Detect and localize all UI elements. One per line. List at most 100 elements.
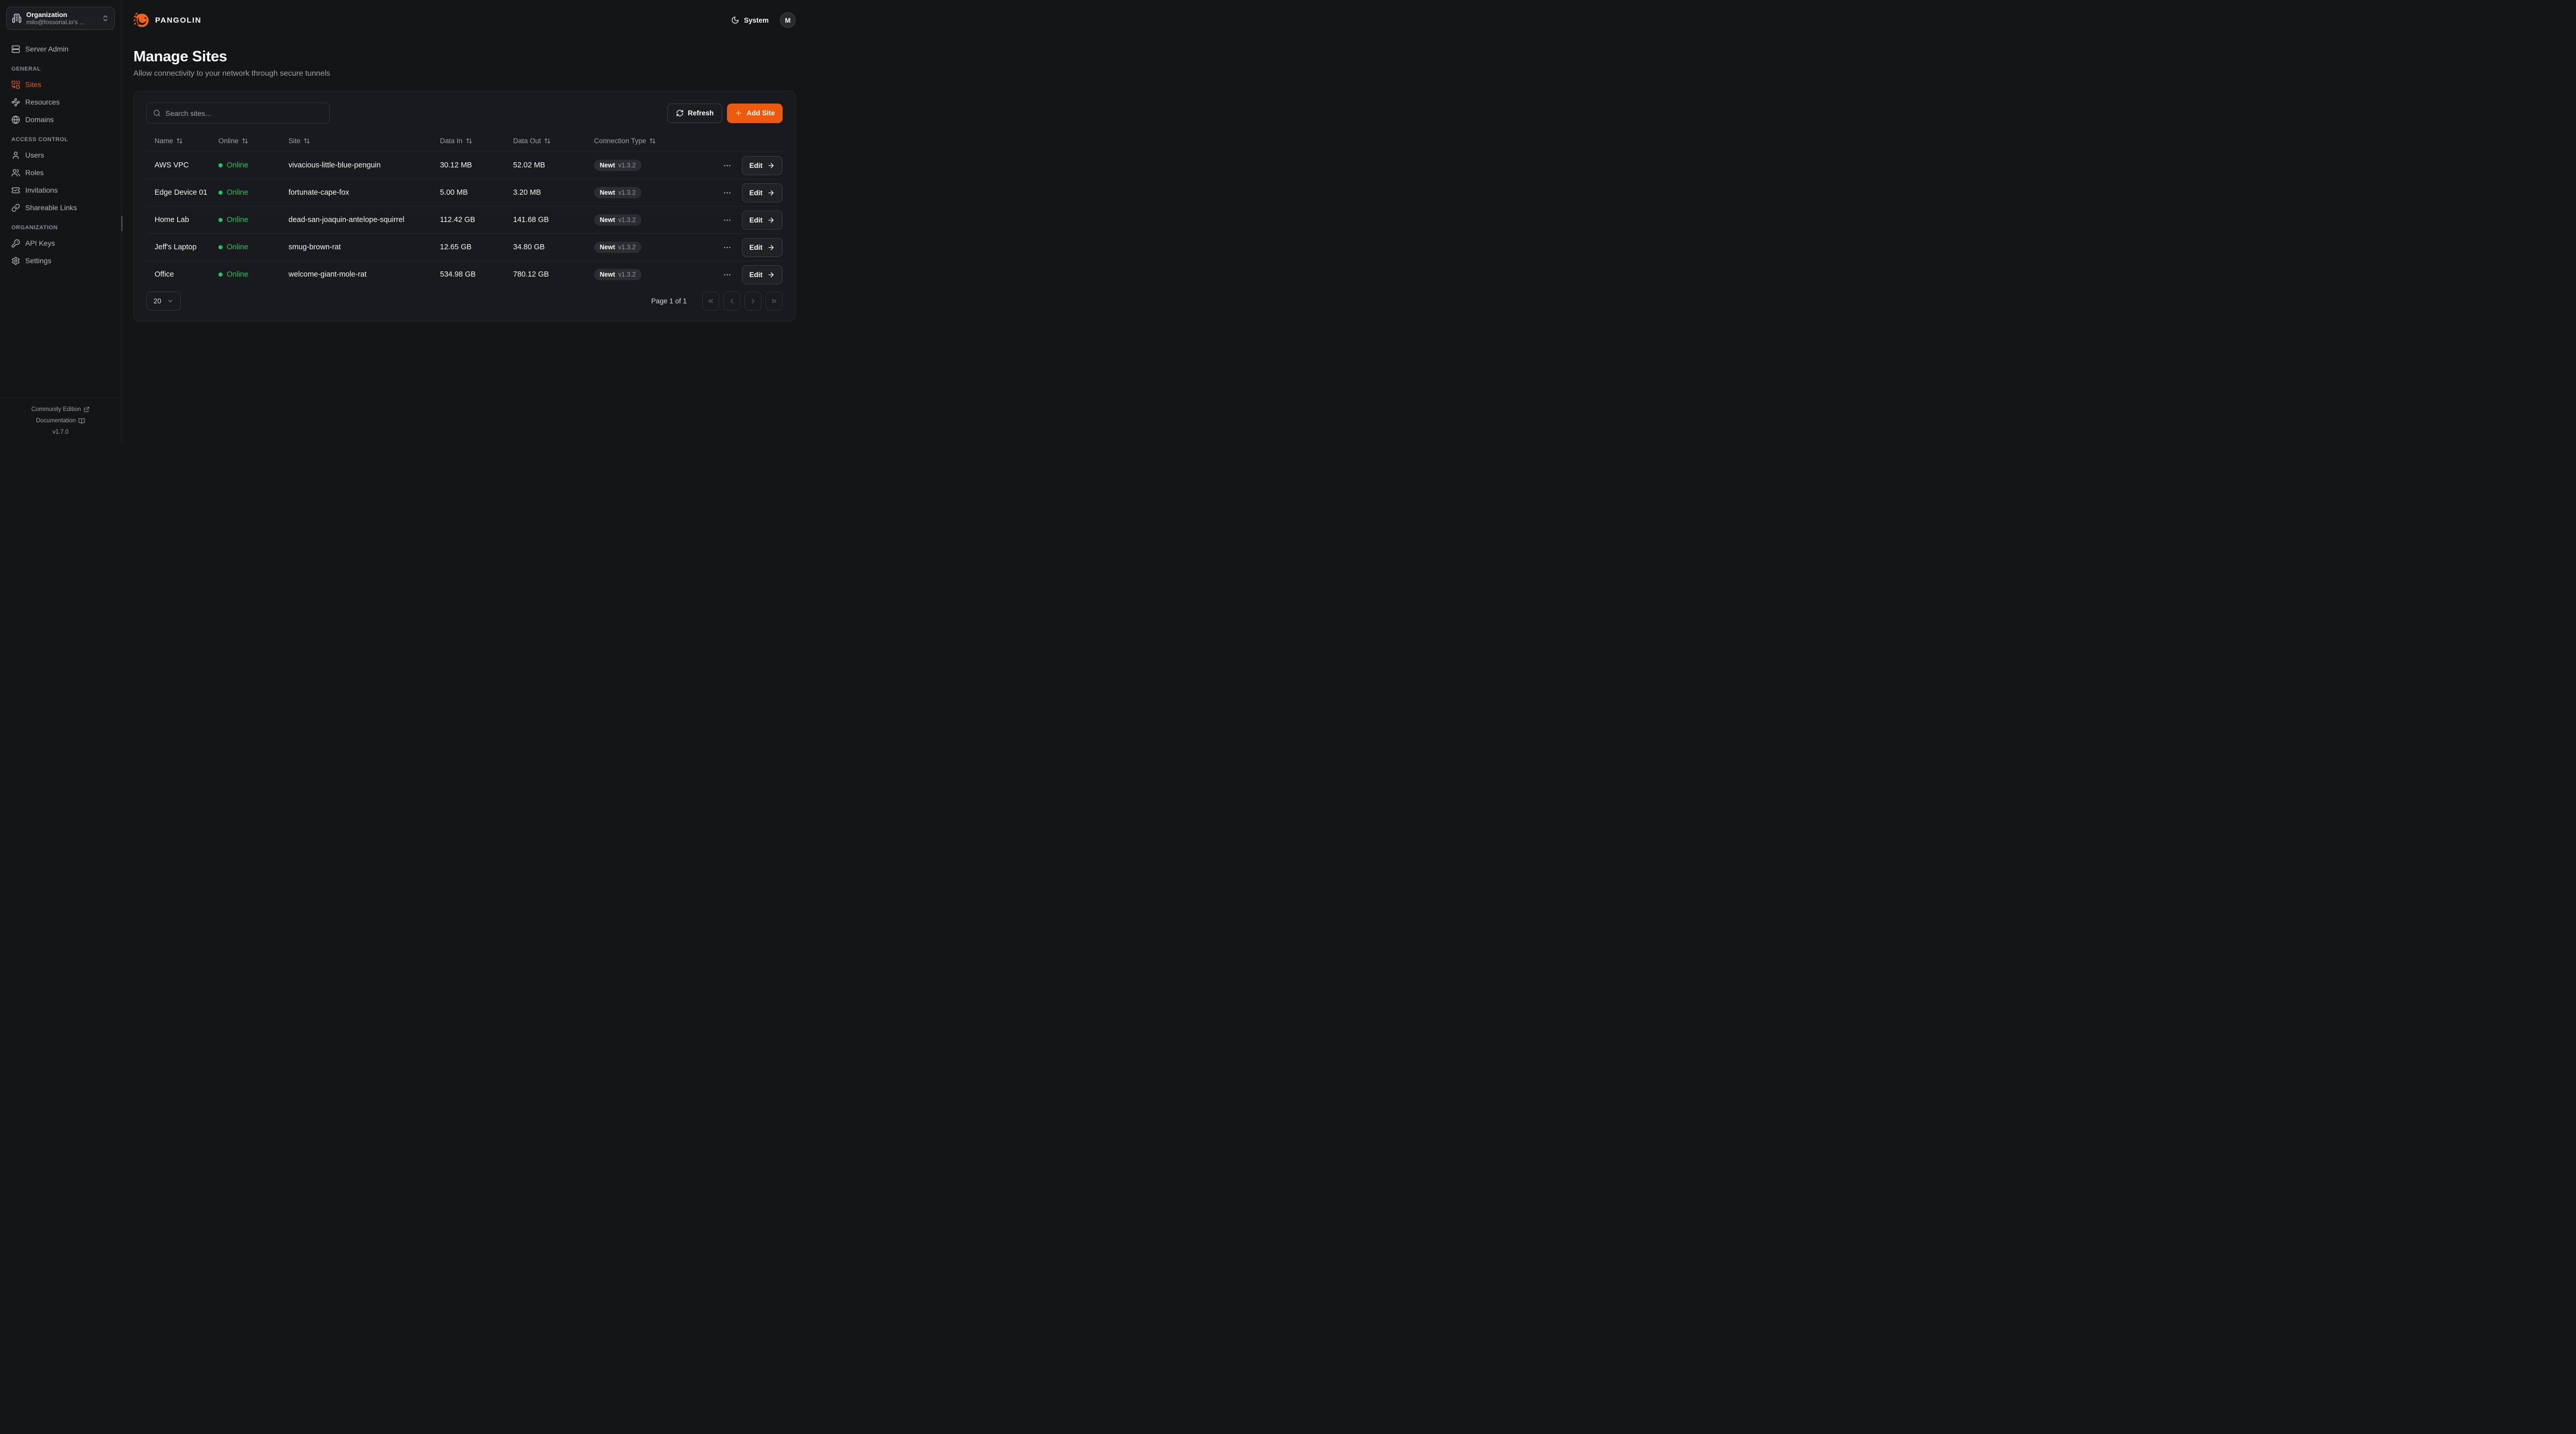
version-label: v1.7.0 [52, 429, 69, 435]
sidebar-resize-handle[interactable] [121, 216, 123, 231]
table-row: Jeff's Laptop Online smug-brown-rat 12.6… [146, 233, 783, 261]
arrow-right-icon [767, 162, 775, 169]
sidebar-item-resources[interactable]: Resources [6, 93, 115, 111]
column-header-connection-type[interactable]: Connection Type [594, 137, 706, 145]
avatar[interactable]: M [780, 12, 795, 28]
data-in: 534.98 GB [440, 270, 476, 279]
refresh-icon [676, 109, 684, 117]
sidebar-item-roles[interactable]: Roles [6, 164, 115, 181]
sort-icon [544, 138, 551, 144]
status-badge: Online [218, 270, 289, 279]
sort-icon [466, 138, 472, 144]
sidebar-item-invitations[interactable]: Invitations [6, 181, 115, 199]
pagination: Page 1 of 1 [651, 292, 783, 311]
sidebar-item-api-keys[interactable]: API Keys [6, 234, 115, 252]
ticket-check-icon [11, 186, 20, 195]
community-edition-label: Community Edition [31, 406, 81, 413]
site-slug: fortunate-cape-fox [289, 189, 349, 197]
prev-page-button[interactable] [723, 292, 740, 311]
combine-icon [11, 80, 20, 89]
server-icon [11, 45, 20, 54]
column-header-online[interactable]: Online [218, 137, 289, 145]
main-content: PANGOLIN System M Manage Sites Allow con… [122, 0, 808, 443]
data-out: 3.20 MB [513, 189, 541, 197]
sidebar-item-settings[interactable]: Settings [6, 252, 115, 269]
column-header-name[interactable]: Name [146, 137, 218, 145]
refresh-label: Refresh [687, 109, 714, 117]
sites-card: Refresh Add Site Name [133, 91, 795, 321]
chevrons-left-icon [707, 297, 715, 305]
section-label-access-control: ACCESS CONTROL [11, 136, 69, 143]
data-in: 112.42 GB [440, 216, 476, 224]
documentation-link[interactable]: Documentation [0, 415, 121, 426]
connection-type-badge: Newt v1.3.2 [594, 160, 641, 171]
org-switcher[interactable]: Organization milo@fossorial.io's ... [6, 7, 115, 30]
row-menu-button[interactable] [721, 186, 734, 199]
arrow-right-icon [767, 271, 775, 279]
external-link-icon [83, 406, 90, 413]
sidebar-nav: Server Admin GENERAL Sites Resources Dom [6, 40, 115, 269]
sidebar-item-server-admin[interactable]: Server Admin [6, 40, 115, 58]
topbar: PANGOLIN System M [133, 0, 795, 37]
column-header-data-out[interactable]: Data Out [513, 137, 594, 145]
sidebar-item-label: API Keys [25, 239, 55, 247]
last-page-button[interactable] [766, 292, 783, 311]
search-box [146, 103, 330, 124]
page-size-value: 20 [154, 297, 162, 305]
status-badge: Online [218, 189, 289, 197]
search-input[interactable] [165, 109, 323, 117]
book-open-icon [78, 418, 85, 424]
user-icon [11, 151, 20, 160]
globe-icon [11, 115, 20, 124]
data-in: 5.00 MB [440, 189, 468, 197]
sidebar-item-label: Domains [25, 115, 54, 124]
section-label-organization: ORGANIZATION [11, 225, 58, 231]
sidebar-item-label: Users [25, 151, 44, 159]
add-site-button[interactable]: Add Site [727, 103, 783, 123]
refresh-button[interactable]: Refresh [667, 103, 723, 123]
pangolin-logo [133, 12, 150, 29]
sidebar-item-shareable-links[interactable]: Shareable Links [6, 199, 115, 216]
sidebar-item-sites[interactable]: Sites [6, 76, 115, 93]
sort-icon [649, 138, 656, 144]
users-icon [11, 168, 20, 177]
plus-icon [735, 109, 742, 117]
row-menu-button[interactable] [721, 214, 734, 227]
next-page-button[interactable] [744, 292, 761, 311]
arrow-right-icon [767, 189, 775, 197]
chevrons-right-icon [770, 297, 778, 305]
data-in: 12.65 GB [440, 243, 472, 251]
brand: PANGOLIN [133, 12, 201, 29]
connection-type-badge: Newt v1.3.2 [594, 214, 641, 226]
data-out: 52.02 MB [513, 161, 546, 169]
site-name: AWS VPC [155, 161, 189, 169]
edit-button[interactable]: Edit [741, 156, 783, 175]
community-edition-link[interactable]: Community Edition [0, 404, 121, 415]
page-size-select[interactable]: 20 [146, 292, 181, 311]
sidebar-item-label: Roles [25, 168, 44, 177]
column-header-data-in[interactable]: Data In [440, 137, 513, 145]
edit-button[interactable]: Edit [741, 237, 783, 257]
theme-toggle-button[interactable]: System [731, 16, 769, 24]
sidebar-item-users[interactable]: Users [6, 146, 115, 164]
chevron-left-icon [728, 297, 736, 305]
edit-button[interactable]: Edit [741, 265, 783, 284]
row-menu-button[interactable] [721, 159, 734, 172]
key-icon [11, 239, 20, 248]
site-name: Home Lab [155, 216, 189, 224]
row-menu-button[interactable] [721, 241, 734, 254]
brand-name: PANGOLIN [155, 15, 202, 25]
row-menu-button[interactable] [721, 268, 734, 281]
data-out: 141.68 GB [513, 216, 549, 224]
table-row: Office Online welcome-giant-mole-rat 534… [146, 261, 783, 288]
edit-button[interactable]: Edit [741, 183, 783, 202]
column-header-site[interactable]: Site [289, 137, 440, 145]
sidebar-item-domains[interactable]: Domains [6, 111, 115, 128]
sidebar-item-label: Server Admin [25, 45, 69, 53]
sidebar-footer: Community Edition Documentation v1.7.0 [0, 398, 121, 443]
first-page-button[interactable] [702, 292, 719, 311]
online-dot-icon [218, 218, 223, 222]
edit-button[interactable]: Edit [741, 210, 783, 230]
add-site-label: Add Site [747, 109, 775, 117]
search-icon [153, 109, 161, 117]
